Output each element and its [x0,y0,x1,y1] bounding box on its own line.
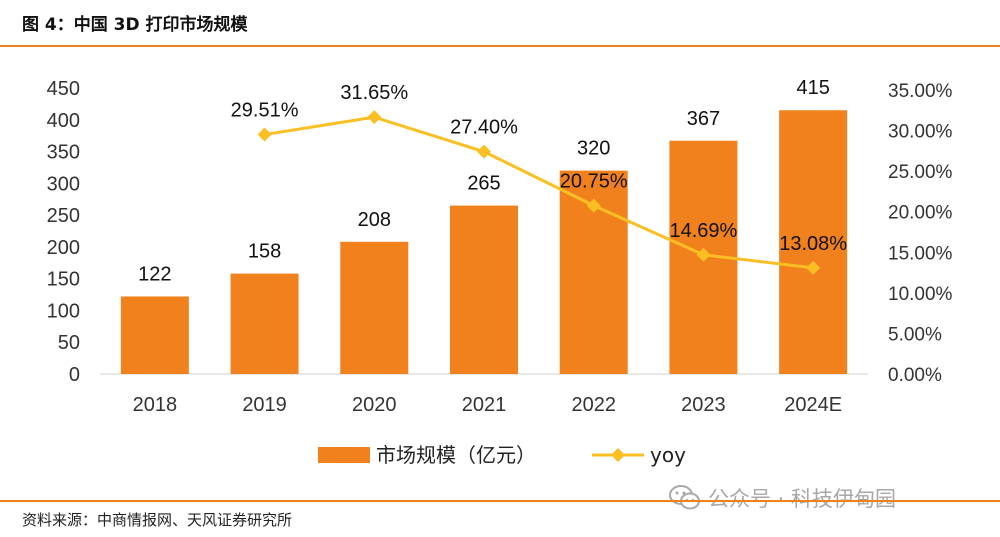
x-tick-label: 2020 [352,394,397,416]
y-left-tick-label: 50 [58,332,80,354]
y-left-tick-label: 0 [69,364,80,386]
y-right-tick-label: 0.00% [888,365,942,386]
yoy-marker [257,127,272,142]
bar-value-label: 208 [358,209,391,231]
legend-line-marker [611,448,625,462]
source-note: 资料来源：中商情报网、天风证券研究所 [22,511,293,529]
watermark-text: 公众号 · 科技伊甸园 [708,487,897,511]
bar [779,110,848,374]
bar-value-label: 367 [687,108,720,130]
bar-value-label: 265 [467,173,500,195]
wechat-icon [669,485,700,510]
yoy-marker [477,144,491,159]
y-left-tick-label: 150 [47,269,80,291]
x-tick-label: 2023 [681,394,726,416]
bar [120,296,189,374]
bar-value-label: 320 [577,138,610,160]
y-right-tick-label: 35.00% [888,81,953,102]
x-tick-label: 2024E [784,394,842,416]
y-right-tick-label: 20.00% [888,203,953,224]
legend-bar-swatch [318,447,370,463]
y-right-tick-label: 25.00% [888,162,953,183]
bar [230,273,299,374]
y-right-tick-label: 5.00% [888,324,942,345]
yoy-value-label: 27.40% [450,117,518,139]
legend-line-label: yoy [650,443,686,467]
y-left-tick-label: 200 [47,237,80,259]
yoy-value-label: 31.65% [340,82,408,104]
y-right-tick-label: 15.00% [888,243,953,264]
legend-bar-label: 市场规模（亿元） [376,443,536,467]
chart-canvas: 0 50 100 150 200 250 300 350 400 450 0.00% 5.00% 10.… [47,77,953,467]
yoy-value-label: 29.51% [231,100,299,122]
bar [450,205,518,374]
bottom-rule [0,500,1000,502]
top-rule [0,45,1000,47]
y-left-tick-label: 250 [47,205,80,227]
yoy-marker [696,247,711,262]
figure-title: 图 4：中国 3D 打印市场规模 [22,15,248,35]
y-right-tick-label: 10.00% [888,284,953,305]
y-left-tick-label: 350 [47,142,80,164]
yoy-marker [367,110,382,125]
y-left-tick-label: 300 [47,173,80,195]
y-right-tick-label: 30.00% [888,122,953,143]
bar-value-label: 158 [248,241,281,263]
bar-value-label: 415 [796,77,829,99]
yoy-value-label: 20.75% [560,171,628,193]
bar-value-label: 122 [138,263,171,285]
yoy-value-label: 14.69% [670,220,738,242]
y-left-tick-label: 400 [47,110,80,132]
bar [340,241,409,374]
y-left-tick-label: 100 [47,300,80,322]
yoy-value-label: 13.08% [779,233,847,255]
yoy-marker [586,198,601,213]
x-tick-label: 2021 [462,394,507,416]
y-left-tick-label: 450 [47,78,80,100]
yoy-marker [806,260,821,275]
x-tick-label: 2018 [133,394,178,416]
watermark: 公众号 · 科技伊甸园 [668,483,896,513]
x-tick-label: 2019 [242,394,287,416]
x-tick-label: 2022 [571,394,616,416]
yoy-line [264,115,814,270]
